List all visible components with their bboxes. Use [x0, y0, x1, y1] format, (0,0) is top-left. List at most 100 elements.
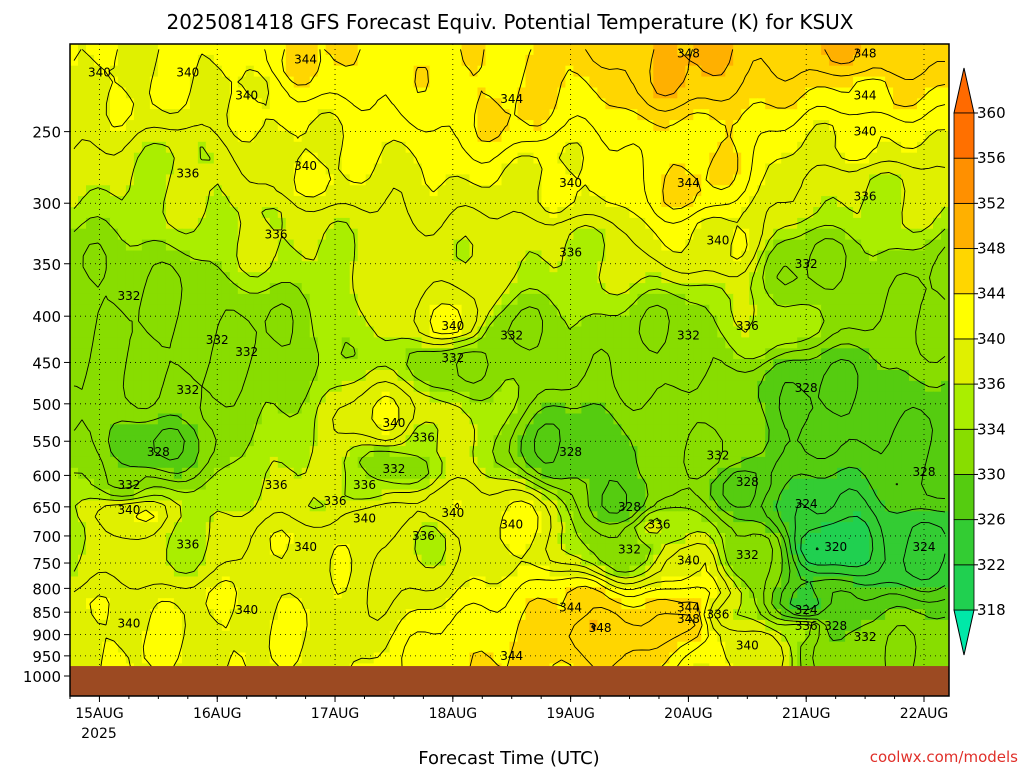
heat-cell — [557, 511, 566, 523]
heat-cell — [605, 120, 614, 132]
heat-cell — [94, 130, 103, 143]
heat-cell — [805, 511, 814, 523]
heat-cell — [245, 98, 255, 110]
heat-cell — [693, 402, 702, 415]
heat-cell — [693, 98, 702, 110]
heat-cell — [269, 196, 279, 208]
heat-cell — [525, 370, 535, 382]
heat-cell — [677, 522, 686, 534]
heat-cell — [453, 250, 463, 262]
heat-cell — [773, 130, 782, 143]
heat-cell — [405, 44, 415, 56]
heat-cell — [773, 250, 782, 262]
heat-cell — [205, 533, 215, 545]
heat-cell — [661, 152, 670, 165]
heat-cell — [829, 185, 838, 197]
heat-cell — [613, 522, 622, 534]
heat-cell — [325, 185, 335, 197]
heat-cell — [397, 120, 407, 132]
heat-cell — [685, 250, 694, 262]
heat-cell — [517, 359, 527, 371]
heat-cell — [773, 424, 782, 436]
heat-cell — [637, 163, 646, 175]
heat-cell — [765, 413, 774, 425]
heat-cell — [157, 337, 167, 349]
heat-cell — [373, 326, 383, 338]
heat-cell — [293, 98, 303, 110]
heat-cell — [629, 326, 638, 338]
heat-cell — [637, 261, 646, 273]
heat-cell — [685, 402, 694, 415]
heat-cell — [205, 304, 215, 317]
heat-cell — [341, 337, 351, 349]
heat-cell — [349, 511, 359, 523]
heat-cell — [677, 402, 686, 415]
heat-cell — [317, 120, 327, 132]
heat-cell — [181, 185, 191, 197]
heat-cell — [333, 326, 343, 338]
heat-cell — [317, 326, 327, 338]
heat-cell — [685, 391, 694, 404]
heat-cell — [453, 489, 463, 501]
heat-cell — [453, 478, 463, 491]
heat-cell — [445, 413, 455, 425]
heat-cell — [805, 435, 814, 447]
heat-cell — [493, 511, 503, 523]
heat-cell — [437, 435, 447, 447]
heat-cell — [333, 402, 343, 415]
heat-cell — [581, 293, 590, 306]
heat-cell — [461, 261, 471, 273]
heat-cell — [421, 326, 431, 338]
heat-cell — [357, 478, 367, 491]
heat-cell — [78, 196, 87, 208]
heat-cell — [597, 456, 606, 469]
heat-cell — [669, 185, 678, 197]
heat-cell — [525, 391, 535, 404]
heat-cell — [789, 141, 798, 154]
heat-cell — [901, 391, 910, 404]
heat-cell — [589, 283, 598, 295]
heat-cell — [581, 250, 590, 262]
heat-cell — [149, 250, 159, 262]
heat-cell — [110, 87, 119, 99]
heat-cell — [501, 500, 511, 512]
heat-cell — [509, 76, 519, 89]
heat-cell — [725, 511, 734, 523]
heat-cell — [781, 65, 790, 78]
heat-cell — [861, 185, 870, 197]
heat-cell — [333, 228, 343, 241]
heat-cell — [533, 489, 543, 501]
heat-cell — [117, 522, 127, 534]
heat-cell — [365, 261, 375, 273]
heat-cell — [765, 98, 774, 110]
heat-cell — [853, 152, 862, 165]
heat-cell — [173, 511, 183, 523]
heat-cell — [437, 293, 447, 306]
heat-cell — [893, 456, 902, 469]
heat-cell — [749, 272, 758, 284]
heat-cell — [861, 326, 870, 338]
heat-cell — [517, 522, 527, 534]
heat-cell — [797, 239, 806, 252]
heat-cell — [637, 54, 646, 67]
heat-cell — [629, 435, 638, 447]
heat-cell — [837, 522, 846, 534]
heat-cell — [277, 370, 287, 382]
heat-cell — [661, 228, 670, 241]
heat-cell — [693, 456, 702, 469]
heat-cell — [429, 76, 439, 89]
heat-cell — [165, 120, 175, 132]
heat-cell — [165, 196, 175, 208]
heat-cell — [70, 456, 79, 469]
heat-cell — [477, 424, 487, 436]
heat-cell — [557, 261, 566, 273]
heat-cell — [525, 130, 535, 143]
heat-cell — [685, 141, 694, 154]
heat-cell — [141, 283, 151, 295]
heat-cell — [517, 87, 527, 99]
heat-cell — [157, 522, 167, 534]
heat-cell — [733, 130, 742, 143]
heat-cell — [669, 207, 678, 219]
heat-cell — [693, 44, 702, 56]
heat-cell — [805, 163, 814, 175]
